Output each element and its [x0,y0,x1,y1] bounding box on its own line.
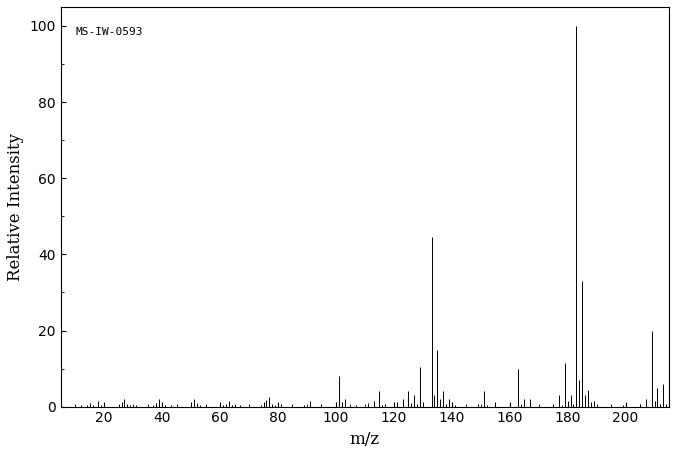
X-axis label: m/z: m/z [350,431,380,448]
Text: MS-IW-0593: MS-IW-0593 [76,27,143,37]
Y-axis label: Relative Intensity: Relative Intensity [7,133,24,281]
